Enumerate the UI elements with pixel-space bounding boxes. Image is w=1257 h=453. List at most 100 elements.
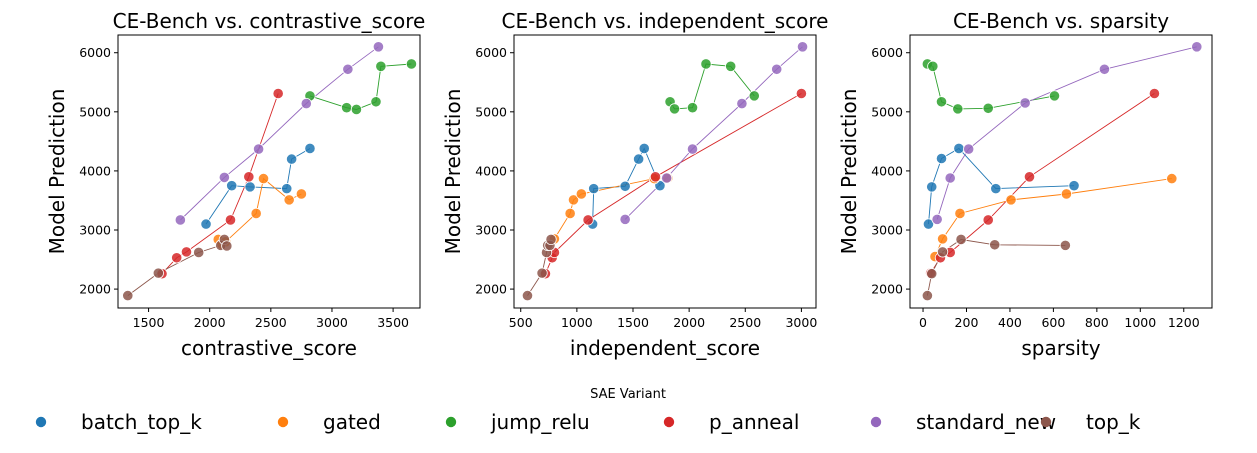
data-point-top-k bbox=[955, 233, 967, 246]
data-point-standard-new bbox=[944, 172, 956, 184]
data-point-top-k bbox=[1059, 239, 1071, 251]
data-point-gated bbox=[567, 194, 580, 206]
series-line-p-anneal bbox=[544, 93, 802, 274]
data-point-jump-relu bbox=[686, 102, 699, 114]
legend-items: batch_top_k gated jump_relu p_anneal standar… bbox=[35, 410, 1141, 434]
plot-frame bbox=[117, 34, 421, 309]
y-axis-label: Model Prediction bbox=[837, 89, 861, 255]
y-tick-label: 4000 bbox=[79, 163, 111, 178]
y-tick-label: 5000 bbox=[871, 104, 903, 119]
x-axis-label: independent_score bbox=[570, 336, 760, 360]
series-line-batch-top-k bbox=[592, 147, 661, 225]
data-point-jump-relu bbox=[668, 103, 681, 115]
data-point-batch-top-k bbox=[619, 180, 631, 192]
data-point-gated bbox=[295, 188, 308, 200]
chart-title: CE-Bench vs. sparsity bbox=[953, 9, 1169, 33]
legend-item-gated: gated bbox=[277, 410, 381, 434]
data-point-standard-new bbox=[218, 171, 230, 184]
legend-marker bbox=[445, 416, 457, 428]
legend-item-p-anneal: p_anneal bbox=[663, 410, 799, 434]
legend-marker bbox=[1040, 416, 1052, 428]
data-point-standard-new bbox=[963, 143, 975, 155]
data-point-top-k bbox=[545, 233, 557, 246]
chart-title: CE-Bench vs. independent_score bbox=[502, 9, 829, 33]
x-tick-label: 1000 bbox=[1124, 315, 1156, 330]
series-line-standard-new bbox=[936, 46, 1197, 220]
legend-label: batch_top_k bbox=[81, 410, 202, 434]
x-tick-label: 0 bbox=[919, 315, 927, 330]
data-point-p-anneal bbox=[171, 252, 183, 264]
legend-item-standard-new: standard_new bbox=[870, 410, 1056, 434]
data-point-batch-top-k bbox=[953, 142, 965, 155]
y-tick-label: 2000 bbox=[475, 282, 507, 297]
data-point-gated bbox=[257, 172, 270, 185]
series-line-jump-relu bbox=[309, 63, 412, 110]
chart-panel-3: CE-Bench vs. sparsity 0 200 400 600 800 1000 12… bbox=[837, 9, 1213, 360]
data-point-gated bbox=[1005, 194, 1017, 206]
data-point-standard-new bbox=[771, 63, 783, 75]
data-point-p-anneal bbox=[180, 246, 193, 258]
data-point-standard-new bbox=[931, 213, 943, 225]
data-point-jump-relu bbox=[952, 103, 964, 115]
series-line-standard-new bbox=[180, 46, 379, 221]
data-point-jump-relu bbox=[405, 58, 418, 70]
x-axis-label: contrastive_score bbox=[181, 336, 357, 360]
data-point-standard-new bbox=[796, 41, 809, 53]
y-tick-label: 4000 bbox=[871, 163, 903, 178]
chart-panel-2: CE-Bench vs. independent_score 500 1000 150… bbox=[441, 9, 828, 360]
data-point-top-k bbox=[122, 289, 134, 302]
data-point-p-anneal bbox=[272, 87, 284, 100]
data-point-gated bbox=[575, 188, 587, 200]
y-tick-label: 3000 bbox=[475, 223, 507, 238]
legend-title: SAE Variant bbox=[590, 387, 666, 402]
data-point-batch-top-k bbox=[935, 152, 948, 165]
data-point-jump-relu bbox=[375, 60, 387, 72]
data-point-jump-relu bbox=[935, 96, 948, 108]
data-point-top-k bbox=[921, 289, 933, 302]
x-tick-label: 600 bbox=[1041, 315, 1065, 330]
data-point-jump-relu bbox=[341, 102, 353, 114]
data-point-batch-top-k bbox=[926, 181, 938, 193]
data-point-standard-new bbox=[736, 97, 748, 110]
data-point-p-anneal bbox=[582, 214, 594, 226]
data-point-jump-relu bbox=[370, 96, 382, 108]
data-point-batch-top-k bbox=[200, 218, 212, 230]
data-point-gated bbox=[283, 194, 295, 206]
legend-item-jump-relu: jump_relu bbox=[445, 410, 590, 434]
data-point-batch-top-k bbox=[588, 183, 600, 195]
data-point-top-k bbox=[926, 268, 938, 280]
y-tick-label: 6000 bbox=[79, 45, 111, 60]
data-point-jump-relu bbox=[700, 58, 712, 70]
x-tick-label: 1500 bbox=[133, 315, 165, 330]
legend-label: p_anneal bbox=[709, 410, 799, 434]
series-line-p-anneal bbox=[930, 93, 1155, 274]
data-point-jump-relu bbox=[982, 102, 994, 114]
legend-marker bbox=[870, 416, 882, 428]
x-tick-label: 3000 bbox=[785, 315, 817, 330]
legend-marker bbox=[277, 416, 289, 428]
data-point-batch-top-k bbox=[281, 183, 293, 195]
x-tick-label: 200 bbox=[955, 315, 979, 330]
data-point-p-anneal bbox=[1148, 87, 1161, 100]
legend-marker bbox=[663, 416, 675, 428]
y-tick-label: 4000 bbox=[475, 163, 507, 178]
legend-label: top_k bbox=[1086, 410, 1141, 434]
y-tick-label: 3000 bbox=[79, 223, 111, 238]
y-tick-label: 2000 bbox=[79, 282, 111, 297]
data-point-gated bbox=[1166, 172, 1178, 185]
legend-label: gated bbox=[323, 410, 381, 434]
x-tick-label: 2000 bbox=[194, 315, 226, 330]
plot-frame bbox=[513, 34, 817, 309]
x-tick-label: 800 bbox=[1085, 315, 1109, 330]
x-tick-label: 3000 bbox=[316, 315, 348, 330]
data-point-batch-top-k bbox=[304, 142, 316, 155]
data-point-standard-new bbox=[1019, 97, 1031, 109]
data-point-standard-new bbox=[619, 213, 631, 225]
legend: SAE Variant batch_top_k gated jump_relu p_a… bbox=[35, 387, 1141, 434]
legend-item-top-k: top_k bbox=[1040, 410, 1141, 434]
y-axis-label: Model Prediction bbox=[45, 89, 69, 255]
data-point-top-k bbox=[221, 240, 233, 252]
x-tick-label: 2000 bbox=[673, 315, 705, 330]
x-axis-label: sparsity bbox=[1021, 336, 1100, 360]
